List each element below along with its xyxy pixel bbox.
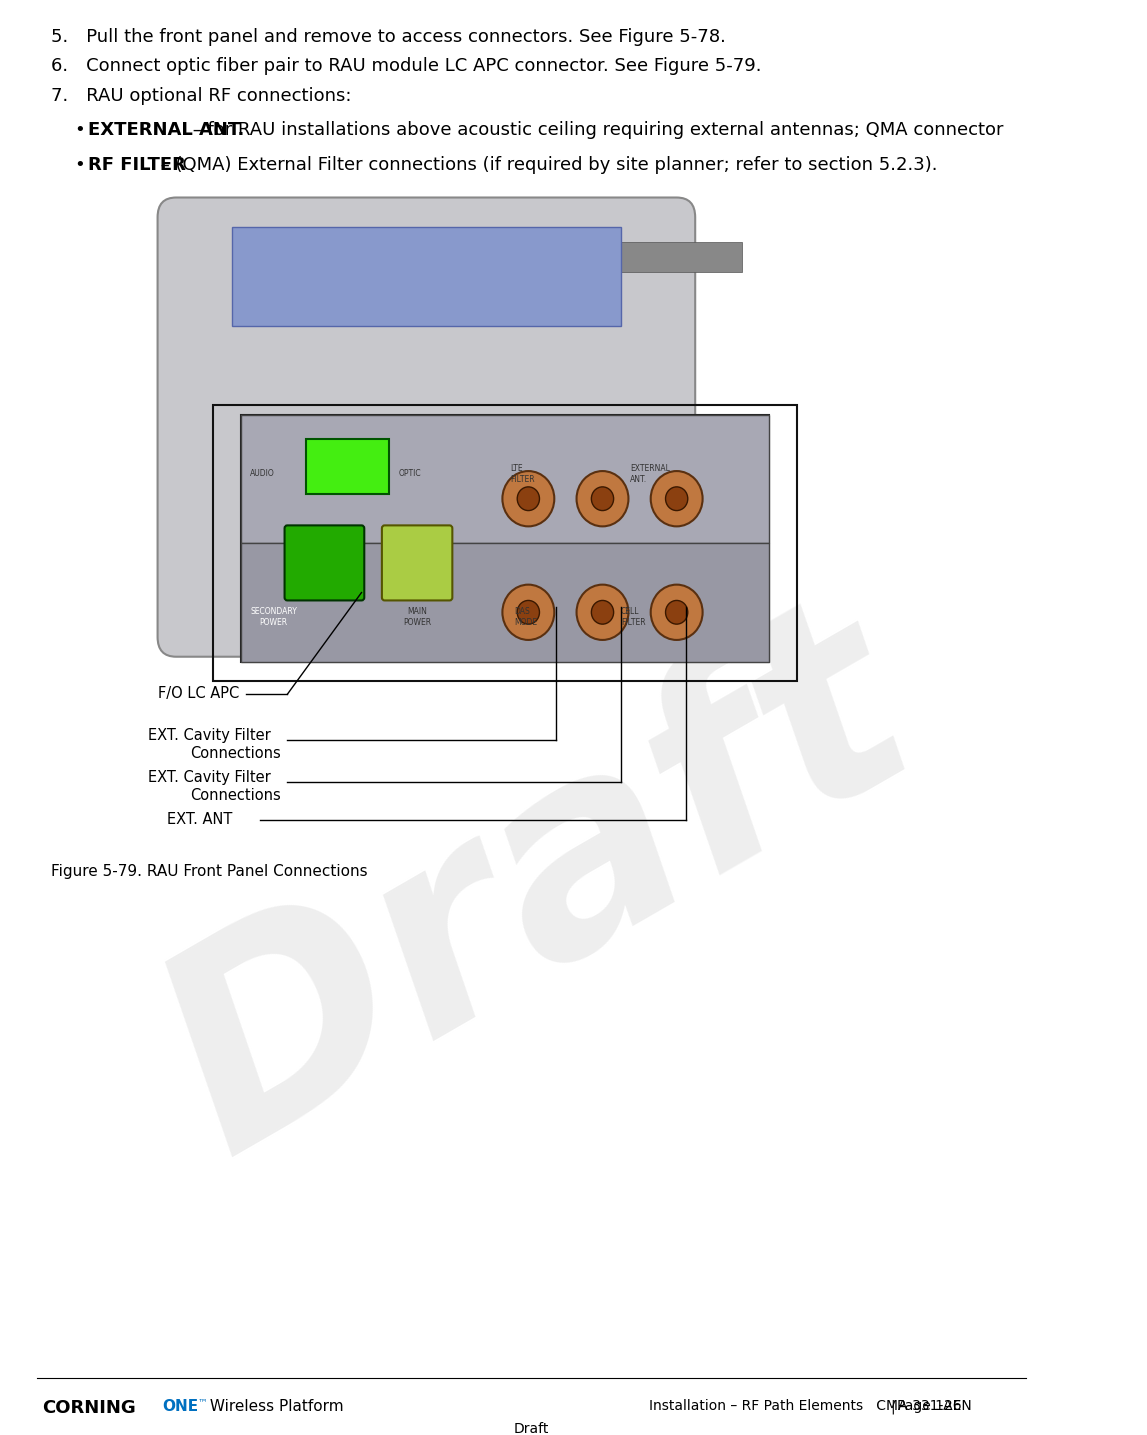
Circle shape (665, 600, 688, 624)
Text: Draft: Draft (120, 570, 955, 1208)
Text: 7. RAU optional RF connections:: 7. RAU optional RF connections: (50, 88, 351, 105)
Text: Figure 5-79. RAU Front Panel Connections: Figure 5-79. RAU Front Panel Connections (50, 864, 367, 880)
Bar (241, 415, 770, 662)
Text: CORNING: CORNING (41, 1399, 135, 1418)
Circle shape (517, 600, 539, 624)
Bar (315, 439, 343, 489)
Text: Page 126: Page 126 (897, 1399, 962, 1413)
Text: |: | (890, 1399, 895, 1413)
Text: 5. Pull the front panel and remove to access connectors. See Figure 5-78.: 5. Pull the front panel and remove to ac… (50, 27, 726, 46)
FancyBboxPatch shape (284, 525, 365, 600)
Text: 6. Connect optic fiber pair to RAU module LC APC connector. See Figure 5-79.: 6. Connect optic fiber pair to RAU modul… (50, 57, 762, 75)
Bar (241, 415, 770, 544)
Circle shape (502, 584, 554, 640)
Text: CELL
FILTER: CELL FILTER (621, 607, 646, 627)
Text: •: • (75, 156, 85, 174)
Text: – for RAU installations above acoustic ceiling requiring external antennas; QMA : – for RAU installations above acoustic c… (187, 122, 1004, 139)
Circle shape (502, 471, 554, 527)
Text: – (QMA) External Filter connections (if required by site planner; refer to secti: – (QMA) External Filter connections (if … (155, 156, 937, 174)
Text: Installation – RF Path Elements   CMA-331-AEN: Installation – RF Path Elements CMA-331-… (649, 1399, 972, 1413)
Bar (232, 227, 621, 326)
Bar (213, 405, 797, 682)
Text: Connections: Connections (190, 746, 281, 761)
Bar (509, 243, 742, 271)
Bar (352, 439, 380, 489)
Text: Wireless Platform: Wireless Platform (205, 1399, 343, 1415)
Bar (241, 544, 770, 662)
Circle shape (577, 584, 629, 640)
Text: •: • (75, 122, 85, 139)
Circle shape (650, 584, 703, 640)
Circle shape (517, 486, 539, 511)
Text: DAS
MODE: DAS MODE (515, 607, 538, 627)
Circle shape (592, 600, 614, 624)
Text: LTE
FILTER: LTE FILTER (509, 464, 535, 484)
Bar (250, 243, 482, 271)
Text: AUDIO: AUDIO (250, 469, 275, 478)
Circle shape (665, 486, 688, 511)
Circle shape (577, 471, 629, 527)
Text: EXT. ANT: EXT. ANT (166, 812, 232, 827)
Text: EXT. Cavity Filter: EXT. Cavity Filter (148, 771, 271, 785)
Text: EXTERNAL
ANT.: EXTERNAL ANT. (631, 464, 670, 484)
Text: OPTIC: OPTIC (398, 469, 421, 478)
Text: F/O LC APC: F/O LC APC (157, 686, 239, 702)
Text: EXT. Cavity Filter: EXT. Cavity Filter (148, 728, 271, 743)
Text: SECONDARY
POWER: SECONDARY POWER (250, 607, 297, 627)
FancyBboxPatch shape (382, 525, 452, 600)
Circle shape (592, 486, 614, 511)
Text: MAIN
POWER: MAIN POWER (403, 607, 431, 627)
Text: RF FILTER: RF FILTER (88, 156, 186, 174)
Bar (306, 439, 389, 494)
Text: Draft: Draft (514, 1422, 548, 1435)
FancyBboxPatch shape (157, 198, 695, 657)
Text: ™: ™ (197, 1398, 208, 1408)
Text: EXTERNAL ANT.: EXTERNAL ANT. (88, 122, 244, 139)
Circle shape (650, 471, 703, 527)
Text: Connections: Connections (190, 788, 281, 804)
Text: ONE: ONE (162, 1399, 198, 1415)
